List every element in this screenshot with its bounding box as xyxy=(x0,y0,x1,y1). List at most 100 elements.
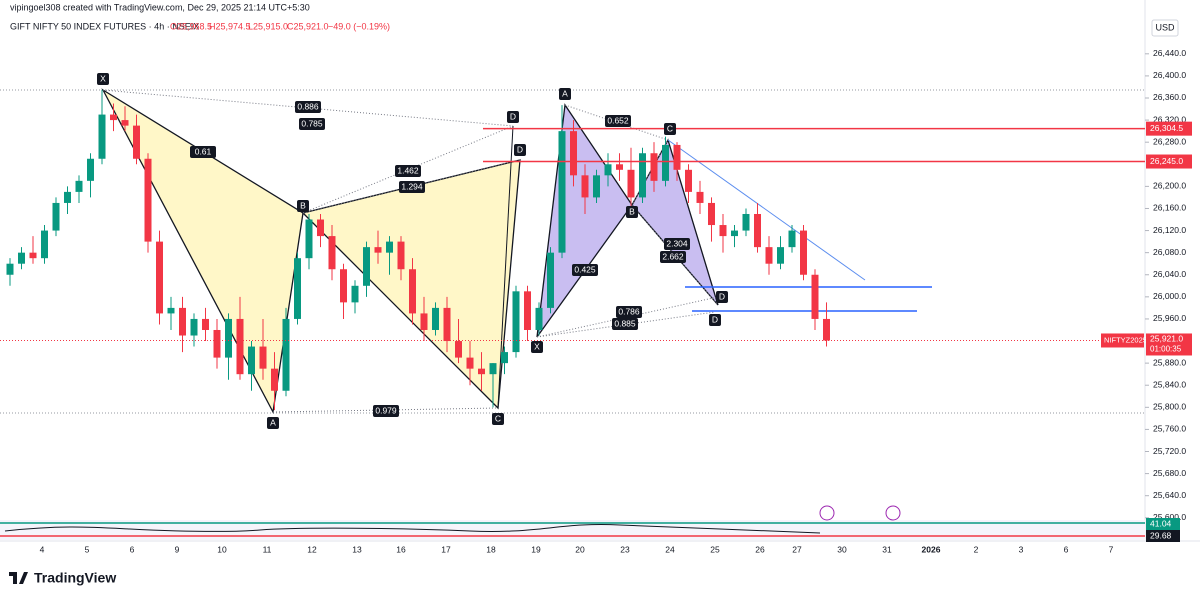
y-tick-label: 26,280.0 xyxy=(1153,136,1186,146)
candle-body xyxy=(673,144,681,170)
candle-body xyxy=(110,114,117,121)
candle-body xyxy=(501,352,508,364)
price-tag-label: 26,245.0 xyxy=(1150,156,1183,166)
candle-body xyxy=(259,346,267,369)
change: −49.0 (−0.19%) xyxy=(328,21,390,31)
point-badge xyxy=(531,341,543,353)
x-tick-label: 11 xyxy=(263,544,272,554)
candle-body xyxy=(696,191,704,203)
ratio-badge xyxy=(299,118,325,130)
candle-body xyxy=(570,131,577,176)
currency: USD xyxy=(1155,22,1175,32)
candle-body xyxy=(455,341,462,358)
candle-body xyxy=(443,307,451,342)
candle-body xyxy=(593,175,600,198)
x-tick-label: 7 xyxy=(1109,544,1114,554)
x-tick-label: 5 xyxy=(85,544,90,554)
pattern-line xyxy=(497,125,514,409)
candle-body xyxy=(432,307,439,330)
ratio-label: 0.61 xyxy=(195,146,212,156)
candle-body xyxy=(41,230,48,259)
ratio-badge xyxy=(399,181,425,193)
x-tick-label: 18 xyxy=(486,544,496,554)
x-tick-label: 2026 xyxy=(922,544,941,554)
price-tag xyxy=(1146,333,1192,356)
x-tick-label: 25 xyxy=(710,544,720,554)
price-tag xyxy=(1146,121,1192,136)
price-tag-label: 25,921.0 xyxy=(1150,334,1183,344)
brand-logo xyxy=(9,572,28,584)
ratio-badge xyxy=(572,264,598,276)
point-label: A xyxy=(562,88,568,98)
candle-body xyxy=(535,307,543,330)
y-tick-label: 26,200.0 xyxy=(1153,181,1186,191)
candle-body xyxy=(18,252,25,264)
candle-body xyxy=(202,318,209,330)
event-icon[interactable] xyxy=(819,505,835,521)
currency-box[interactable] xyxy=(1151,19,1179,37)
y-tick-label: 26,080.0 xyxy=(1153,247,1186,257)
indicator-pane xyxy=(0,520,1145,540)
event-icon[interactable] xyxy=(885,505,901,521)
point-label: A xyxy=(270,417,276,427)
low: L25,915.0 xyxy=(248,21,288,31)
y-tick-label: 25,800.0 xyxy=(1153,402,1186,412)
x-tick-label: 6 xyxy=(130,544,135,554)
symbol: GIFT NIFTY 50 INDEX FUTURES · 4h · NSEIX xyxy=(10,21,199,31)
point-label: D xyxy=(517,144,523,154)
x-tick-label: 6 xyxy=(1064,544,1069,554)
candle-body xyxy=(29,252,37,259)
candle-body xyxy=(6,263,14,275)
candle-body xyxy=(386,241,393,253)
candle-body xyxy=(616,164,623,170)
candle-body xyxy=(305,219,313,259)
close: C25,921.0 xyxy=(287,21,329,31)
candle-body xyxy=(811,274,819,319)
y-tick-label: 25,760.0 xyxy=(1153,424,1186,434)
point-label: D xyxy=(719,291,725,301)
candle-body xyxy=(823,318,830,341)
point-badge xyxy=(267,417,279,429)
indicator-tag xyxy=(1146,530,1180,542)
candle-body xyxy=(512,291,520,353)
y-tick-label: 26,400.0 xyxy=(1153,70,1186,80)
ratio-badge xyxy=(664,238,690,250)
ratio-badge xyxy=(660,251,686,263)
ratio-badge xyxy=(612,318,638,330)
brand: TradingView xyxy=(34,570,116,586)
candle-body xyxy=(167,307,175,314)
y-tick-label: 26,360.0 xyxy=(1153,92,1186,102)
candle-body xyxy=(489,363,497,375)
y-tick-label: 25,880.0 xyxy=(1153,357,1186,367)
candle-body xyxy=(52,202,60,231)
candle-body xyxy=(742,213,750,231)
candle-body xyxy=(75,180,83,192)
ratio-badge xyxy=(295,101,321,113)
x-tick-label: 23 xyxy=(620,544,630,554)
x-tick-label: 4 xyxy=(40,544,45,554)
ratio-label: 0.885 xyxy=(614,318,636,328)
candle-body xyxy=(225,318,232,358)
candle-body xyxy=(397,241,405,270)
point-badge xyxy=(559,88,571,100)
ratio-label: 1.462 xyxy=(397,165,419,175)
ratio-label: 2.662 xyxy=(662,251,684,261)
high: H25,974.5 xyxy=(209,21,251,31)
y-tick-label: 26,440.0 xyxy=(1153,48,1186,58)
ratio-label: 0.425 xyxy=(574,264,596,274)
candle-body xyxy=(236,318,244,375)
candle-body xyxy=(87,158,94,181)
x-tick-label: 17 xyxy=(441,544,451,554)
candle-body xyxy=(708,202,715,226)
trendline xyxy=(667,139,866,281)
point-badge xyxy=(492,413,504,425)
point-label: X xyxy=(534,341,540,351)
candle-body xyxy=(144,158,152,242)
point-label: D xyxy=(712,314,718,324)
candle-body xyxy=(478,368,485,375)
y-tick-label: 26,040.0 xyxy=(1153,269,1186,279)
y-tick-label: 25,600.0 xyxy=(1153,512,1186,522)
y-tick-label: 25,960.0 xyxy=(1153,313,1186,323)
candle-body xyxy=(639,153,646,198)
